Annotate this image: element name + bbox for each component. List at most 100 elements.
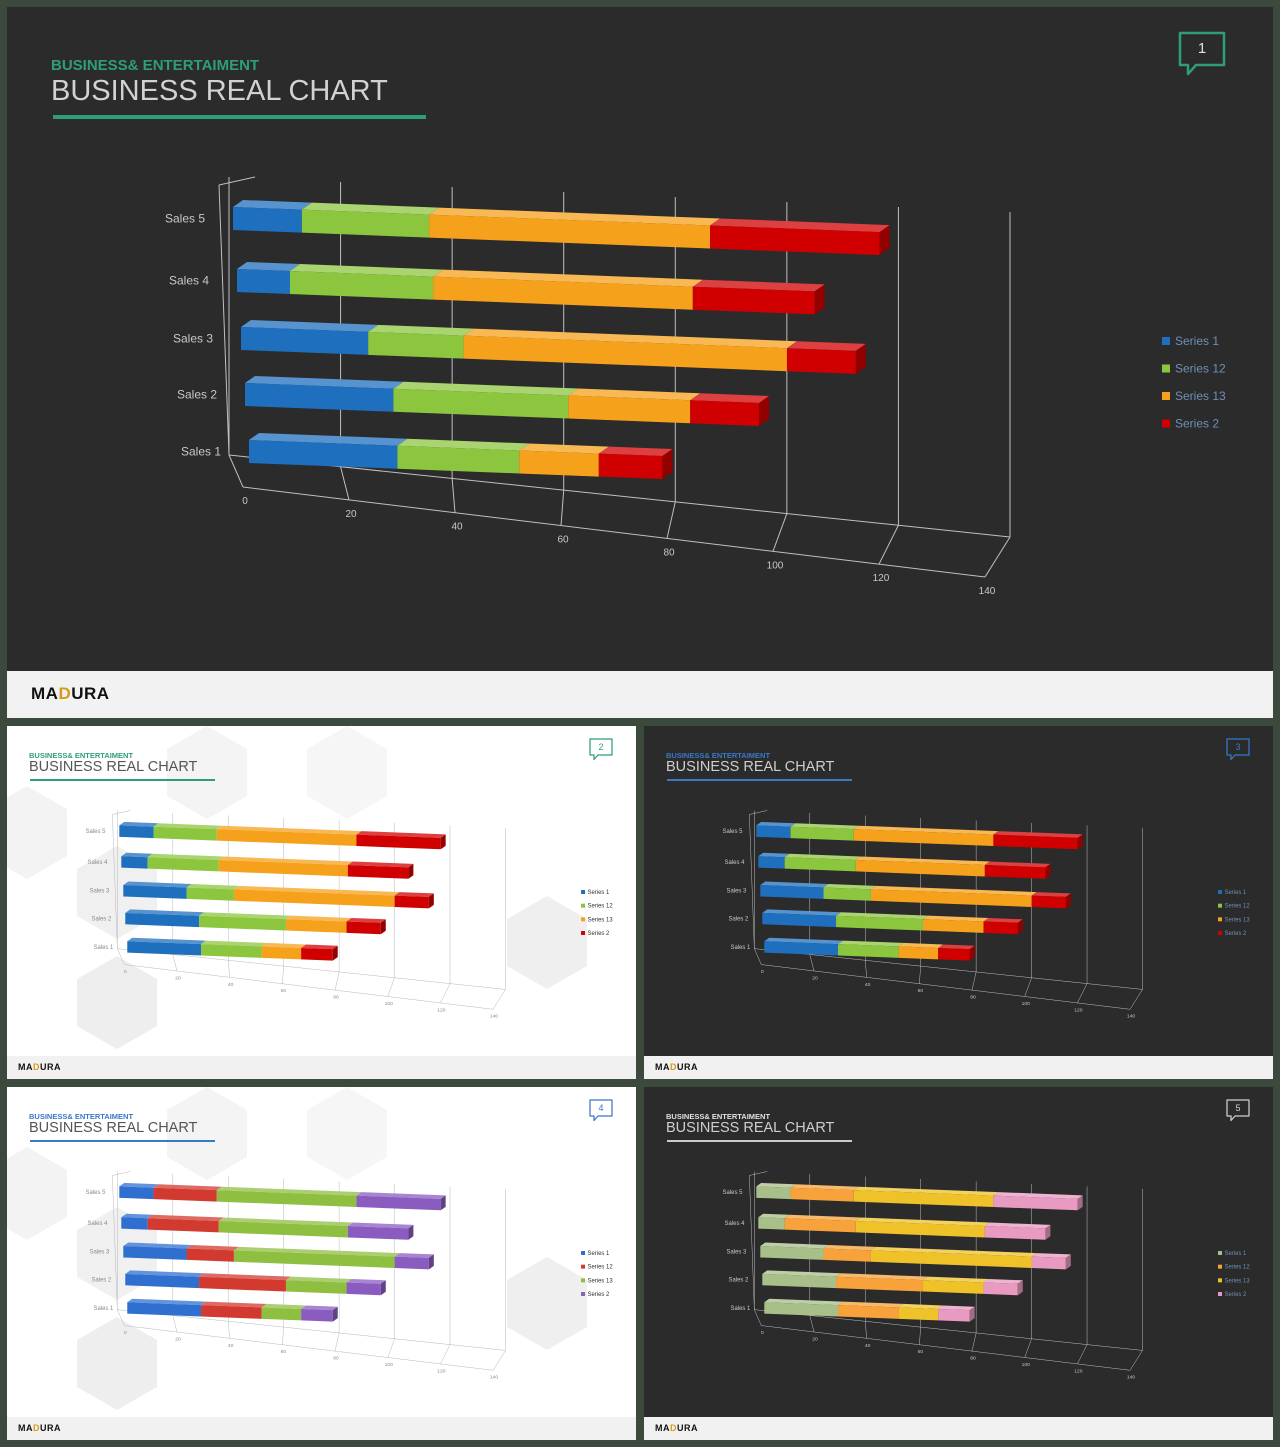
gridline: [117, 1309, 125, 1326]
slide-1: BUSINESS& ENTERTAIMENT BUSINESS REAL CHA…: [7, 7, 1273, 718]
bar-segment: [433, 269, 703, 310]
bar-segment: [397, 438, 530, 474]
axis-line: [754, 948, 1143, 990]
bar-segment: [153, 1184, 222, 1202]
slide-5: BUSINESS& ENTERTAIMENT BUSINESS REAL CHA…: [644, 1087, 1273, 1440]
bar-segment: [301, 944, 338, 961]
legend-swatch: [1218, 917, 1223, 922]
category-label: Sales 1: [93, 1306, 114, 1312]
x-tick-label: 40: [228, 1343, 234, 1349]
axis-line: [761, 1325, 1131, 1371]
footer: MADURA: [7, 671, 1273, 718]
bar-segment: [121, 1213, 153, 1230]
legend-swatch: [581, 1292, 586, 1296]
brand-logo: MADURA: [655, 1423, 698, 1433]
stacked-bar-chart: 0 20 40 60 80 100 120 140 Sales 1 Sales 2 Sales 3 S…: [165, 176, 1226, 597]
footer: MADURA: [7, 1056, 636, 1079]
gridline: [172, 1315, 178, 1333]
bar-segment: [762, 1270, 842, 1289]
category-label: Sales 3: [90, 1250, 111, 1256]
axis-line: [117, 1309, 506, 1351]
x-tick-label: 120: [873, 573, 890, 584]
gridline: [227, 1321, 230, 1339]
gridline: [1129, 989, 1143, 1010]
axis-line: [242, 486, 986, 578]
slide-title: BUSINESS REAL CHART: [51, 75, 388, 107]
bar-segment: [261, 1303, 307, 1321]
slide-title: BUSINESS REAL CHART: [29, 759, 198, 775]
brand-logo: MADURA: [655, 1062, 698, 1072]
x-tick-label: 80: [970, 995, 976, 1001]
x-tick-label: 40: [451, 522, 463, 533]
legend-label: Series 1: [587, 1251, 610, 1257]
gridline: [440, 1344, 451, 1365]
stacked-bar-chart: 0 20 40 60 80 100 120 140 Sales 1 Sales 2 Sales 3 S…: [723, 1171, 1250, 1381]
gridline: [754, 948, 762, 965]
gridline: [1129, 1350, 1143, 1371]
gridline: [919, 1327, 921, 1345]
page-number: 2: [598, 742, 603, 752]
slide-title: BUSINESS REAL CHART: [29, 1120, 198, 1136]
title-underline: [53, 115, 426, 119]
bar-segment: [1031, 892, 1071, 909]
axis-line: [112, 1175, 118, 1310]
legend-label: Series 13: [1224, 917, 1250, 923]
gridline: [1077, 983, 1088, 1004]
gridline: [492, 1350, 506, 1371]
hexagon-background: [7, 726, 587, 1049]
bar-segment: [346, 1278, 386, 1296]
x-tick-label: 0: [242, 496, 248, 507]
category-label: Sales 4: [725, 1221, 746, 1227]
legend-swatch: [1162, 392, 1170, 400]
bar-segment: [855, 856, 990, 877]
category-label: Sales 5: [86, 829, 107, 835]
x-tick-label: 60: [281, 1349, 287, 1355]
stacked-bar-chart: 0 20 40 60 80 100 120 140 Sales 1 Sales 2 Sales 3 S…: [86, 810, 613, 1020]
speech-bubble-icon: 5: [1226, 1099, 1250, 1122]
bar-segment: [147, 1214, 224, 1233]
bar-segment: [394, 1253, 434, 1270]
slide-2: BUSINESS& ENTERTAIMENT BUSINESS REAL CHA…: [7, 726, 636, 1079]
legend-swatch: [1218, 1264, 1223, 1269]
legend-label: Series 12: [1175, 362, 1226, 376]
legend-swatch: [1162, 419, 1170, 428]
category-label: Sales 2: [729, 917, 750, 923]
category-label: Sales 5: [86, 1190, 107, 1196]
gridline: [387, 1338, 395, 1358]
x-tick-label: 40: [865, 982, 871, 988]
speech-bubble-icon: 4: [589, 1099, 613, 1122]
axis-line: [749, 814, 755, 949]
bar-segment: [356, 831, 446, 850]
bar-segment: [216, 825, 362, 847]
gridline: [440, 983, 451, 1004]
bar-segment: [368, 324, 474, 359]
category-label: Sales 3: [90, 889, 111, 895]
x-tick-label: 80: [970, 1356, 976, 1362]
legend-label: Series 12: [1224, 904, 1250, 910]
legend-swatch: [581, 1264, 586, 1269]
speech-bubble-icon: 3: [1226, 738, 1250, 761]
bar-segment: [347, 861, 414, 879]
title-underline: [667, 1140, 852, 1142]
category-label: Sales 2: [92, 917, 113, 923]
bar-segment: [346, 917, 386, 935]
bar-segment: [201, 940, 267, 958]
bar-segment: [983, 1278, 1023, 1296]
axis-line: [761, 964, 1131, 1010]
gridline: [809, 1315, 815, 1333]
bar-segment: [764, 937, 843, 956]
x-tick-label: 100: [385, 1001, 394, 1007]
slide-title: BUSINESS REAL CHART: [666, 759, 835, 775]
slide-eyebrow: BUSINESS& ENTERTAIMENT: [29, 1112, 134, 1121]
page-number: 5: [1235, 1103, 1240, 1113]
category-label: Sales 2: [177, 388, 217, 402]
bar-segment: [870, 885, 1037, 908]
bar-segment: [1031, 1253, 1071, 1270]
legend-label: Series 2: [587, 1292, 610, 1298]
bar-segment: [153, 823, 222, 841]
title-underline: [667, 779, 852, 781]
bar-segment: [237, 262, 300, 295]
x-tick-label: 40: [865, 1343, 871, 1349]
legend-swatch: [581, 903, 586, 908]
slide-3: BUSINESS& ENTERTAIMENT BUSINESS REAL CHA…: [644, 726, 1273, 1079]
